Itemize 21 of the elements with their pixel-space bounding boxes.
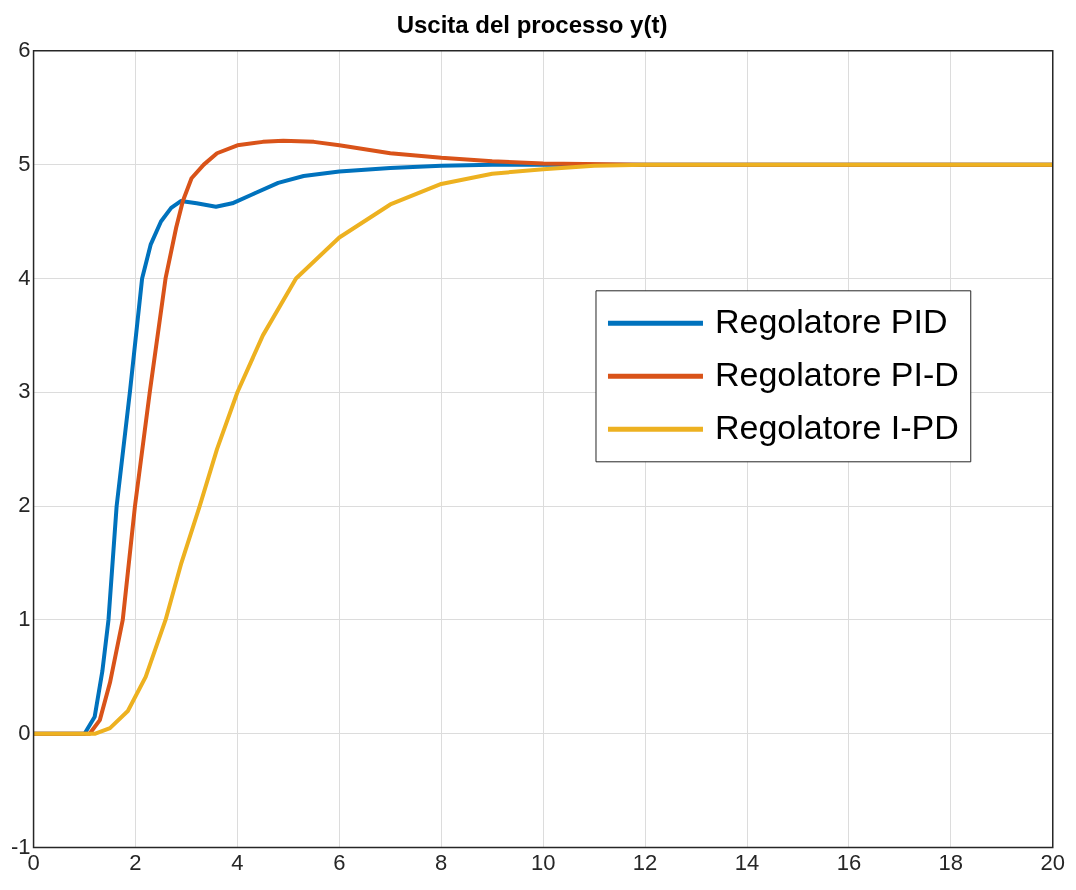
- x-tick-label: 14: [734, 849, 760, 875]
- x-tick-label: 20: [1040, 849, 1066, 875]
- y-tick-label: 0: [18, 719, 31, 745]
- x-tick-label: 12: [632, 849, 658, 875]
- x-tick-label: 4: [231, 849, 244, 875]
- x-tick-label: 16: [836, 849, 862, 875]
- legend-label: Regolatore PID: [714, 301, 948, 340]
- x-tick-label: 6: [333, 849, 346, 875]
- y-tick-label: 2: [18, 492, 31, 518]
- y-tick-label: 4: [18, 264, 31, 290]
- legend-label: Regolatore I-PD: [714, 407, 959, 446]
- legend-label: Regolatore PI-D: [714, 354, 959, 393]
- y-tick-label: 5: [18, 150, 31, 176]
- x-tick-label: 10: [530, 849, 556, 875]
- y-tick-label: 1: [18, 606, 31, 632]
- x-tick-label: 2: [129, 849, 142, 875]
- y-tick-label: 3: [18, 378, 31, 404]
- chart-title: Uscita del processo y(t): [396, 11, 668, 39]
- x-tick-label: 8: [435, 849, 448, 875]
- y-tick-label: 6: [18, 36, 31, 62]
- x-tick-label: 18: [938, 849, 964, 875]
